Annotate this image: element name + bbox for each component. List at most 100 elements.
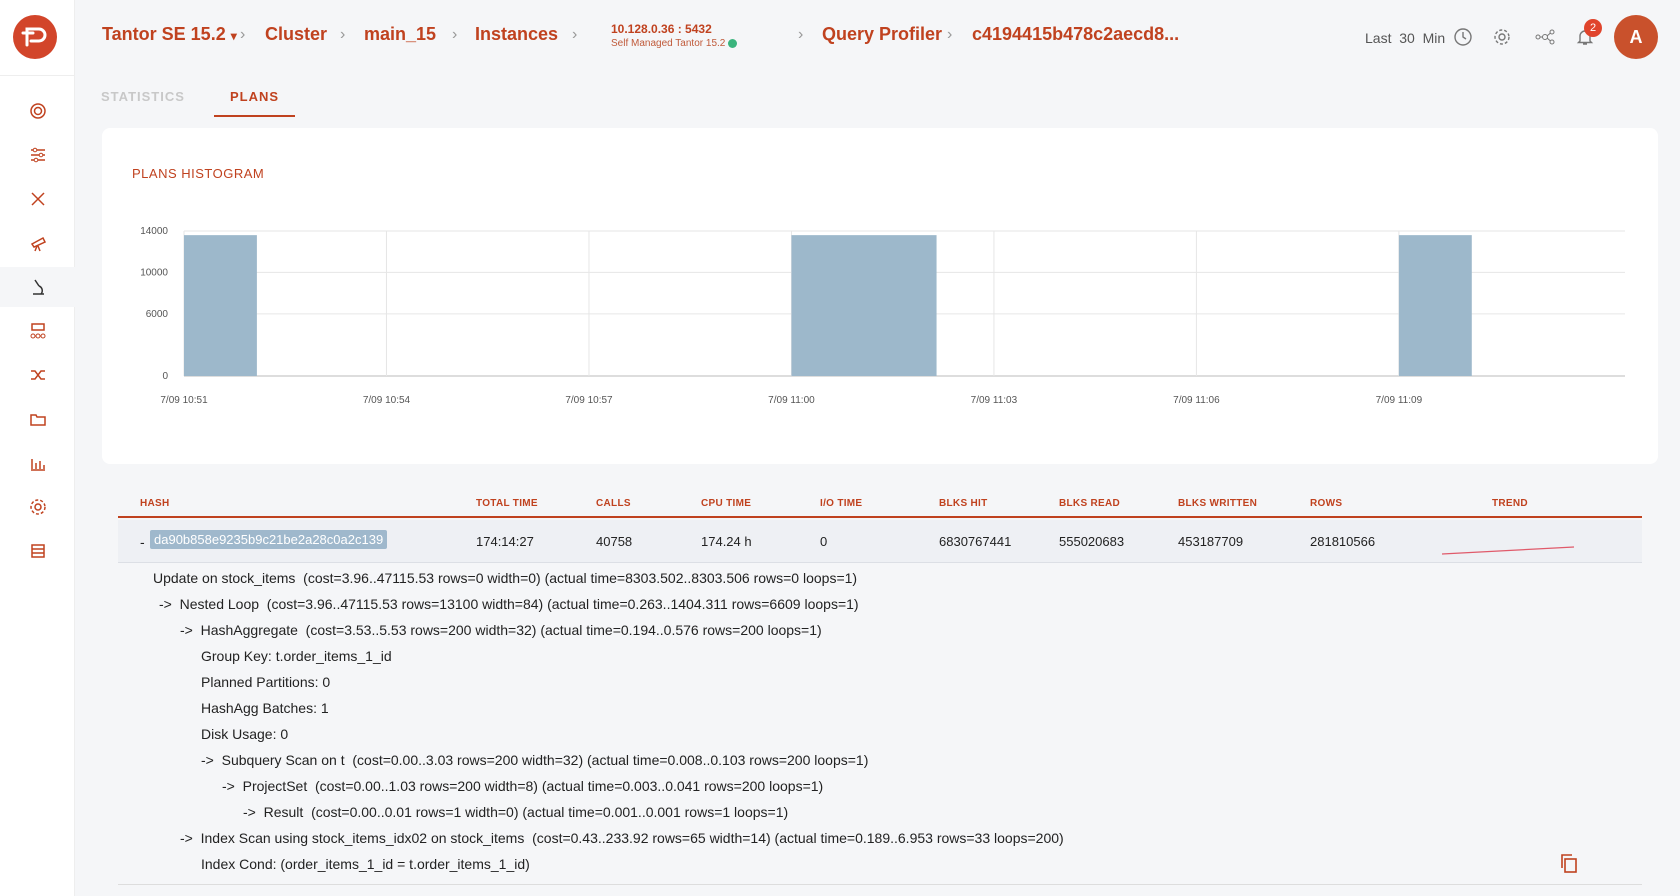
sidebar-item-settings[interactable] — [0, 135, 75, 175]
blks-written-value: 453187709 — [1178, 534, 1244, 549]
chevron-right-icon: › — [340, 26, 346, 43]
tab-plans[interactable]: PLANS — [230, 89, 280, 104]
sidebar-item-telescope[interactable] — [0, 223, 75, 263]
sliders-icon — [30, 147, 45, 163]
sidebar-item-storage[interactable] — [0, 531, 75, 571]
chevron-right-icon: › — [452, 26, 458, 43]
y-tick-label: 0 — [162, 371, 168, 382]
sidebar-item-folders[interactable] — [0, 399, 75, 439]
x-tick-label: 7/09 10:51 — [160, 395, 208, 406]
histogram-bar — [1398, 235, 1472, 376]
plan-line: HashAgg Batches: 1 — [201, 700, 329, 716]
blks-hit-value: 6830767441 — [939, 534, 1012, 549]
sidebar — [0, 0, 75, 896]
breadcrumb-host[interactable]: 10.128.0.36 : 5432 — [611, 22, 712, 36]
chevron-right-icon: › — [572, 26, 578, 43]
telescope-icon — [30, 236, 46, 252]
x-tick-label: 7/09 10:54 — [363, 395, 411, 406]
sidebar-item-cluster[interactable] — [0, 311, 75, 351]
th-trend: TREND — [1492, 498, 1528, 509]
histogram-bar — [791, 235, 937, 376]
sidebar-item-charts[interactable] — [0, 443, 75, 483]
folder-icon — [29, 414, 46, 426]
th-io-time[interactable]: I/O TIME — [820, 498, 863, 509]
histogram-title: PLANS HISTOGRAM — [132, 166, 265, 181]
divider — [118, 884, 1642, 885]
sidebar-item-tools[interactable] — [0, 179, 75, 219]
sidebar-item-profiler[interactable] — [0, 267, 75, 307]
plan-line: Group Key: t.order_items_1_id — [201, 648, 392, 664]
tab-statistics[interactable]: STATISTICS — [101, 89, 185, 104]
avatar[interactable]: A — [1614, 15, 1658, 59]
trend-sparkline — [1441, 546, 1575, 555]
x-tick-label: 7/09 11:03 — [971, 395, 1018, 406]
y-tick-label: 6000 — [146, 309, 169, 320]
y-tick-label: 10000 — [140, 267, 168, 278]
plan-line: -> Nested Loop (cost=3.96..47115.53 rows… — [159, 596, 859, 612]
plan-line: -> Subquery Scan on t (cost=0.00..3.03 r… — [201, 752, 869, 768]
y-tick-label: 14000 — [140, 226, 168, 237]
sidebar-item-config[interactable] — [0, 487, 75, 527]
topology-icon[interactable] — [1535, 27, 1555, 47]
plan-line: -> Index Scan using stock_items_idx02 on… — [180, 830, 1064, 846]
total-time-value: 174:14:27 — [476, 534, 534, 549]
plan-line: Index Cond: (order_items_1_id = t.order_… — [201, 856, 530, 872]
shuffle-icon — [30, 370, 45, 380]
th-total-time[interactable]: TOTAL TIME — [476, 498, 538, 509]
x-tick-label: 7/09 10:57 — [565, 395, 613, 406]
x-tick-label: 7/09 11:09 — [1376, 395, 1423, 406]
th-hash[interactable]: HASH — [140, 498, 170, 509]
logo-icon[interactable] — [13, 15, 57, 59]
cpu-time-value: 174.24 h — [701, 534, 752, 549]
network-icon — [30, 323, 45, 339]
microscope-icon — [32, 279, 44, 295]
sidebar-item-shuffle[interactable] — [0, 355, 75, 395]
breadcrumb-main[interactable]: main_15 — [364, 24, 437, 44]
time-range-selector[interactable]: Last 30 Min — [1365, 30, 1446, 46]
th-calls[interactable]: CALLS — [596, 498, 631, 509]
blks-read-value: 555020683 — [1059, 534, 1125, 549]
table-header: HASH TOTAL TIME CALLS CPU TIME I/O TIME … — [118, 486, 1642, 518]
plan-line: -> HashAggregate (cost=3.53..5.53 rows=2… — [180, 622, 822, 638]
plan-line: -> ProjectSet (cost=0.00..1.03 rows=200 … — [222, 778, 824, 794]
chevron-right-icon: › — [240, 26, 246, 43]
calls-value: 40758 — [596, 534, 633, 549]
target-icon — [29, 103, 46, 119]
rows-value: 281810566 — [1310, 534, 1376, 549]
plan-line: -> Result (cost=0.00..0.01 rows=1 width=… — [243, 804, 789, 820]
breadcrumb-product[interactable]: Tantor SE 15.2 ▾ — [102, 24, 237, 44]
th-blks-read[interactable]: BLKS READ — [1059, 498, 1121, 509]
host-subtitle: Self Managed Tantor 15.2 — [611, 38, 738, 49]
th-blks-written[interactable]: BLKS WRITTEN — [1178, 498, 1258, 509]
table-row[interactable]: - da90b858e9235b9c21be2a28c0a2c139 174:1… — [118, 520, 1642, 563]
clock-icon[interactable] — [1453, 27, 1473, 47]
breadcrumb-profiler[interactable]: Query Profiler — [822, 24, 943, 44]
chevron-right-icon: › — [947, 26, 953, 43]
bar-chart-icon — [30, 459, 45, 471]
breadcrumb-query-id: c4194415b478c2aecd8... — [972, 24, 1180, 44]
hash-value[interactable]: da90b858e9235b9c21be2a28c0a2c139 — [150, 530, 388, 549]
chevron-down-icon: ▾ — [230, 29, 237, 43]
io-time-value: 0 — [820, 534, 828, 549]
th-blks-hit[interactable]: BLKS HIT — [939, 498, 988, 509]
notification-badge: 2 — [1584, 19, 1602, 37]
database-icon — [30, 544, 45, 558]
copy-icon[interactable] — [1558, 852, 1580, 874]
active-tab-indicator — [214, 115, 295, 117]
status-ok-icon — [728, 38, 738, 48]
sidebar-item-dashboard[interactable] — [0, 91, 75, 131]
breadcrumb-cluster[interactable]: Cluster — [265, 24, 328, 44]
th-rows[interactable]: ROWS — [1310, 498, 1343, 509]
plan-line: Disk Usage: 0 — [201, 726, 289, 742]
tools-icon — [30, 192, 45, 206]
collapse-toggle[interactable]: - — [140, 534, 145, 550]
histogram-bar — [184, 235, 257, 376]
gear-icon — [29, 499, 46, 515]
x-tick-label: 7/09 11:00 — [768, 395, 815, 406]
settings-icon[interactable] — [1492, 27, 1512, 47]
query-plan: Update on stock_items (cost=3.96..47115.… — [118, 565, 1642, 885]
plan-line: Planned Partitions: 0 — [201, 674, 331, 690]
th-cpu-time[interactable]: CPU TIME — [701, 498, 752, 509]
breadcrumb-instances[interactable]: Instances — [475, 24, 559, 44]
x-tick-label: 7/09 11:06 — [1173, 395, 1220, 406]
